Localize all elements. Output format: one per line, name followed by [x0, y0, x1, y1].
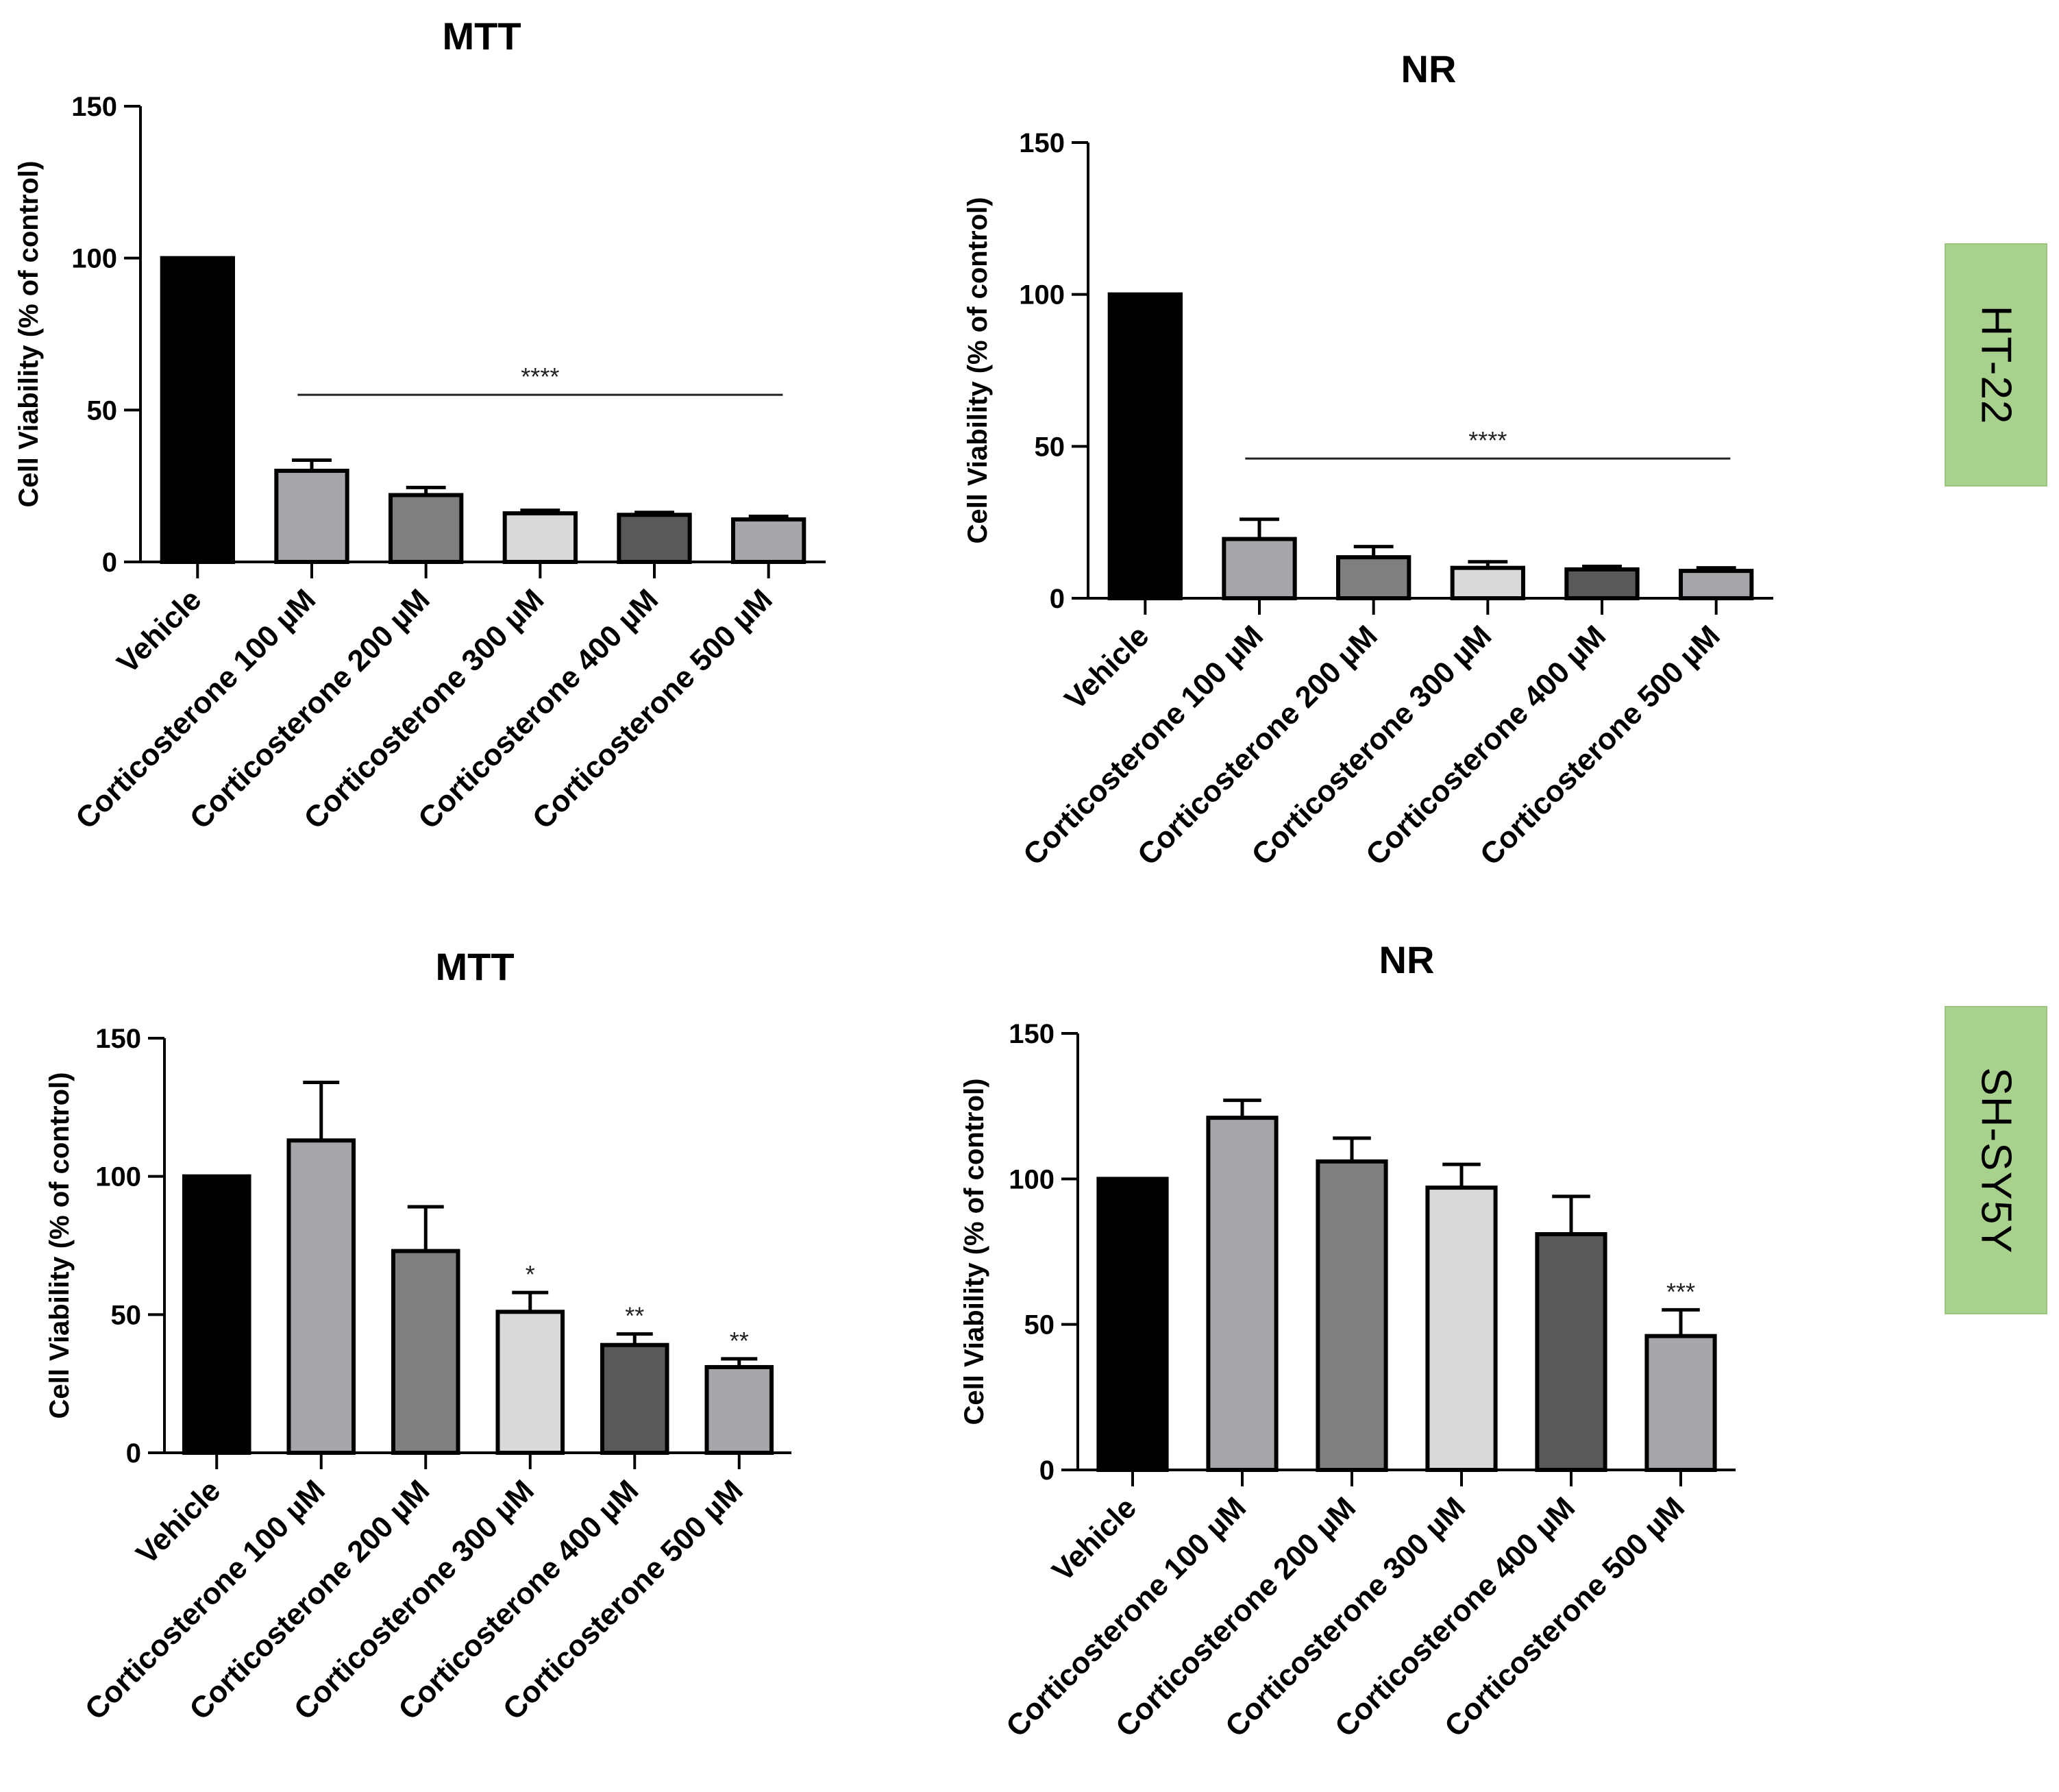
chart-title: MTT [442, 14, 521, 58]
bar-5 [1535, 1232, 1607, 1473]
chart-ht22-nr: NR Cell Viability (% of control) 0 50 100 150… [963, 47, 1773, 872]
chart-title: NR [1401, 47, 1457, 90]
category-label: Corticosterone 500 µM [1474, 619, 1727, 872]
category-label: Vehicle [1059, 619, 1156, 716]
bar-1 [182, 1174, 251, 1455]
cell-line-tag-ht22-label: HT-22 [1972, 305, 2020, 425]
chart-shsy5y-mtt: MTT Cell Viability (% of control) 0 50 100 15… [45, 945, 791, 1726]
y-tick-label: 50 [111, 1300, 142, 1330]
significance-label: * [526, 1260, 535, 1288]
bar-4 [495, 1310, 565, 1456]
category-label: Corticosterone 200 µM [1131, 619, 1384, 872]
cell-line-tag-ht22: HT-22 [1945, 243, 2047, 487]
y-tick-label: 50 [1024, 1310, 1055, 1340]
bar-2 [1206, 1116, 1279, 1472]
y-tick-label: 150 [1009, 1019, 1055, 1049]
y-tick-label: 150 [95, 1024, 141, 1054]
y-axis-label: Cell Viability (% of control) [963, 197, 993, 544]
y-tick-label: 100 [1019, 280, 1065, 310]
category-label: Corticosterone 100 µM [69, 582, 322, 835]
bar-5 [1564, 567, 1640, 601]
bar-6 [704, 1364, 774, 1456]
bar-3 [391, 1249, 460, 1455]
bar-2 [274, 469, 349, 564]
cell-line-tag-shsy5y-label: SH-SY5Y [1972, 1066, 2020, 1254]
category-label: Corticosterone 400 µM [1359, 619, 1612, 872]
bar-3 [1316, 1159, 1388, 1473]
y-tick-label: 0 [1039, 1456, 1055, 1486]
category-label: Corticosterone 300 µM [1245, 619, 1498, 872]
category-label: Vehicle [111, 582, 208, 680]
bar-6 [1679, 569, 1754, 600]
bar-3 [389, 493, 464, 565]
y-tick-label: 50 [1035, 432, 1065, 462]
significance-label: **** [521, 363, 559, 391]
y-tick-label: 100 [95, 1162, 141, 1192]
bar-4 [1425, 1186, 1498, 1473]
significance-label: ** [730, 1327, 749, 1355]
significance-label: *** [1666, 1277, 1695, 1305]
chart-ht22-mtt: MTT Cell Viability (% of control) 0 50 100 15… [14, 14, 826, 835]
y-tick-label: 50 [87, 395, 118, 426]
bar-2 [1222, 537, 1297, 600]
category-label: Vehicle [1046, 1490, 1143, 1588]
category-label: Corticosterone 400 µM [412, 582, 665, 835]
bar-6 [731, 517, 806, 565]
y-tick-label: 100 [71, 244, 117, 274]
category-label: Corticosterone 200 µM [184, 582, 436, 835]
category-label: Vehicle [130, 1473, 227, 1571]
category-label: Corticosterone 100 µM [1017, 619, 1270, 872]
bar-5 [600, 1342, 669, 1455]
category-label: Corticosterone 500 µM [526, 582, 779, 835]
y-axis-label: Cell Viability (% of control) [959, 1079, 989, 1425]
category-label: Corticosterone 300 µM [297, 582, 550, 835]
significance-label: **** [1468, 426, 1507, 454]
y-tick-label: 0 [126, 1438, 141, 1469]
chart-title: MTT [435, 945, 514, 988]
bar-2 [286, 1138, 356, 1455]
y-tick-label: 150 [1019, 128, 1065, 158]
bar-6 [1644, 1334, 1717, 1472]
bar-1 [1107, 292, 1183, 600]
bar-4 [1450, 565, 1526, 601]
y-tick-label: 100 [1009, 1164, 1055, 1194]
y-tick-label: 0 [102, 548, 117, 578]
y-axis-label: Cell Viability (% of control) [45, 1072, 75, 1419]
y-tick-label: 150 [71, 92, 117, 122]
chart-title: NR [1379, 938, 1435, 981]
bar-3 [1336, 555, 1411, 601]
y-tick-label: 0 [1050, 584, 1065, 614]
bar-5 [617, 513, 692, 564]
significance-label: ** [625, 1302, 644, 1330]
cell-line-tag-shsy5y: SH-SY5Y [1945, 1006, 2047, 1314]
chart-shsy5y-nr: NR Cell Viability (% of control) 0 50 100 150… [959, 938, 1736, 1743]
bar-4 [502, 511, 578, 564]
bar-1 [160, 256, 236, 564]
y-axis-label: Cell Viability (% of control) [14, 161, 44, 508]
bar-1 [1096, 1177, 1169, 1473]
